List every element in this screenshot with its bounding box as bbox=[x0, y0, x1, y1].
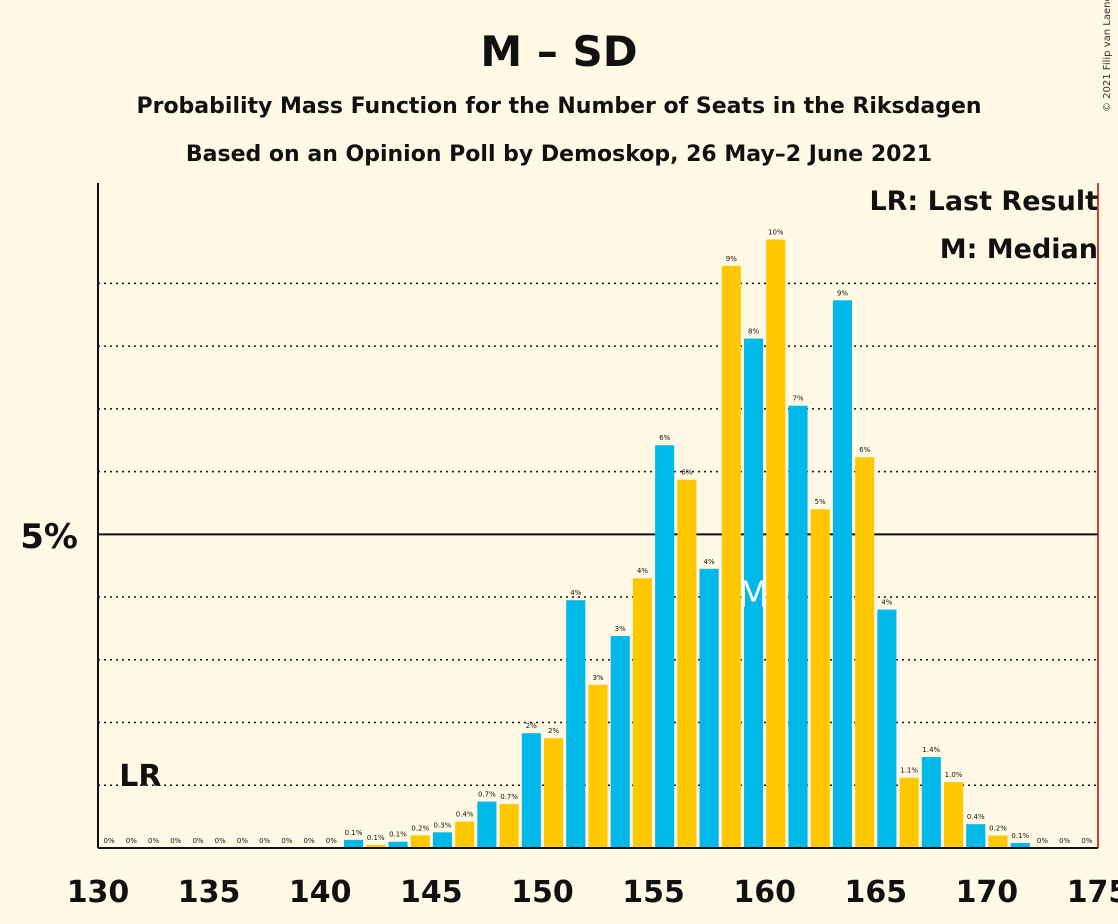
x-tick-150: 150 bbox=[511, 875, 574, 910]
bar-label-137: 0% bbox=[237, 837, 248, 845]
bar-147 bbox=[455, 821, 475, 848]
bar-label-153: 3% bbox=[592, 674, 603, 682]
chart-subtitle-2: Based on an Opinion Poll by Demoskop, 26… bbox=[186, 142, 932, 167]
bar-label-155: 4% bbox=[637, 567, 648, 575]
bar-label-151: 2% bbox=[548, 727, 559, 735]
bar-170 bbox=[966, 824, 986, 848]
bar-label-136: 0% bbox=[215, 837, 226, 845]
x-tick-140: 140 bbox=[289, 875, 352, 910]
bar-label-173: 0% bbox=[1037, 837, 1048, 845]
bar-label-148: 0.7% bbox=[478, 791, 496, 799]
bar-label-142: 0.1% bbox=[345, 829, 363, 837]
bar-150 bbox=[521, 733, 541, 848]
bar-label-135: 0% bbox=[192, 837, 203, 845]
bar-168 bbox=[921, 757, 941, 848]
bar-label-163: 5% bbox=[815, 498, 826, 506]
bar-label-159: 9% bbox=[726, 255, 737, 263]
bar-157 bbox=[677, 479, 697, 848]
bar-154 bbox=[610, 635, 630, 848]
bar-165 bbox=[855, 457, 875, 848]
bar-label-152: 4% bbox=[570, 589, 581, 597]
bar-164 bbox=[832, 300, 852, 848]
bar-169 bbox=[944, 782, 964, 848]
bar-label-145: 0.2% bbox=[411, 824, 429, 832]
x-tick-130: 130 bbox=[67, 875, 130, 910]
bar-label-141: 0% bbox=[326, 837, 337, 845]
bar-148 bbox=[477, 801, 497, 848]
x-tick-170: 170 bbox=[956, 875, 1019, 910]
bar-label-158: 4% bbox=[704, 558, 715, 566]
bar-label-166: 4% bbox=[881, 599, 892, 607]
bar-158 bbox=[699, 568, 719, 848]
bar-label-165: 6% bbox=[859, 446, 870, 454]
bar-162 bbox=[788, 405, 808, 848]
legend-median: M: Median bbox=[940, 234, 1098, 265]
bar-label-169: 1.0% bbox=[945, 771, 963, 779]
legend-last-result: LR: Last Result bbox=[869, 186, 1098, 217]
bar-label-147: 0.4% bbox=[456, 811, 474, 819]
last-result-marker: LR bbox=[119, 759, 161, 794]
bar-144 bbox=[388, 841, 408, 848]
bar-label-138: 0% bbox=[259, 837, 270, 845]
x-tick-165: 165 bbox=[844, 875, 907, 910]
bar-172 bbox=[1010, 842, 1030, 848]
chart-subtitle-1: Probability Mass Function for the Number… bbox=[136, 94, 981, 119]
bar-label-160: 8% bbox=[748, 328, 759, 336]
bar-label-171: 0.2% bbox=[989, 824, 1007, 832]
bar-label-146: 0.3% bbox=[434, 821, 452, 829]
bar-149 bbox=[499, 804, 519, 848]
median-marker: M bbox=[738, 575, 769, 616]
bar-label-139: 0% bbox=[281, 837, 292, 845]
bar-153 bbox=[588, 684, 608, 848]
bar-label-162: 7% bbox=[792, 395, 803, 403]
x-tick-145: 145 bbox=[400, 875, 463, 910]
bar-label-168: 1.4% bbox=[922, 746, 940, 754]
bar-labels: 0% 0% 0% 0% 0% 0% 0% 0% 0% 0% 0% 0.1% 0.1% 0.1% 0.2% 0.… bbox=[104, 228, 1093, 845]
x-axis-ticks: 130 135 140 145 150 155 160 165 170 175 bbox=[67, 875, 1118, 910]
bar-label-170: 0.4% bbox=[967, 813, 985, 821]
bar-167 bbox=[899, 777, 919, 848]
bar-label-161: 10% bbox=[768, 228, 784, 236]
bar-label-175: 0% bbox=[1081, 837, 1092, 845]
bar-label-134: 0% bbox=[170, 837, 181, 845]
bar-163 bbox=[810, 509, 830, 848]
bar-label-156: 6% bbox=[659, 434, 670, 442]
bar-159 bbox=[721, 265, 741, 849]
bar-label-131: 0% bbox=[104, 837, 115, 845]
bar-label-154: 3% bbox=[615, 625, 626, 633]
x-tick-135: 135 bbox=[178, 875, 241, 910]
bar-label-174: 0% bbox=[1059, 837, 1070, 845]
bar-166 bbox=[877, 609, 897, 848]
bar-label-144: 0.1% bbox=[389, 831, 407, 839]
chart-title: M – SD bbox=[480, 27, 637, 76]
bar-146 bbox=[432, 832, 452, 848]
bar-156 bbox=[655, 445, 675, 848]
x-tick-155: 155 bbox=[622, 875, 685, 910]
bar-161 bbox=[766, 239, 786, 848]
bar-label-150: 2% bbox=[526, 722, 537, 730]
bar-145 bbox=[410, 835, 430, 848]
bar-142 bbox=[344, 839, 364, 848]
bar-label-157: 6% bbox=[681, 469, 692, 477]
bar-label-143: 0.1% bbox=[367, 834, 385, 842]
x-tick-160: 160 bbox=[733, 875, 796, 910]
bar-155 bbox=[632, 578, 652, 848]
bars bbox=[344, 239, 1030, 849]
y-axis-label-5pct: 5% bbox=[20, 517, 78, 557]
bar-152 bbox=[566, 600, 586, 848]
bar-171 bbox=[988, 835, 1008, 848]
bar-label-132: 0% bbox=[126, 837, 137, 845]
bar-143 bbox=[366, 844, 386, 848]
bar-label-167: 1.1% bbox=[900, 767, 918, 775]
bar-label-172: 0.1% bbox=[1011, 832, 1029, 840]
copyright-text: © 2021 Filip van Laenen bbox=[1102, 0, 1113, 112]
bar-label-149: 0.7% bbox=[500, 793, 518, 801]
bar-label-164: 9% bbox=[837, 289, 848, 297]
bar-label-133: 0% bbox=[148, 837, 159, 845]
x-tick-175: 175 bbox=[1067, 875, 1118, 910]
bar-151 bbox=[544, 738, 564, 848]
bar-160 bbox=[744, 338, 764, 848]
bar-label-140: 0% bbox=[304, 837, 315, 845]
